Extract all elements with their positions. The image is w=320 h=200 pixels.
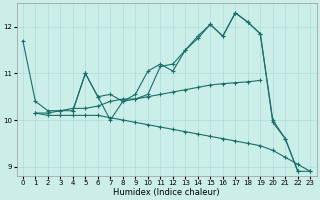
X-axis label: Humidex (Indice chaleur): Humidex (Indice chaleur): [113, 188, 220, 197]
